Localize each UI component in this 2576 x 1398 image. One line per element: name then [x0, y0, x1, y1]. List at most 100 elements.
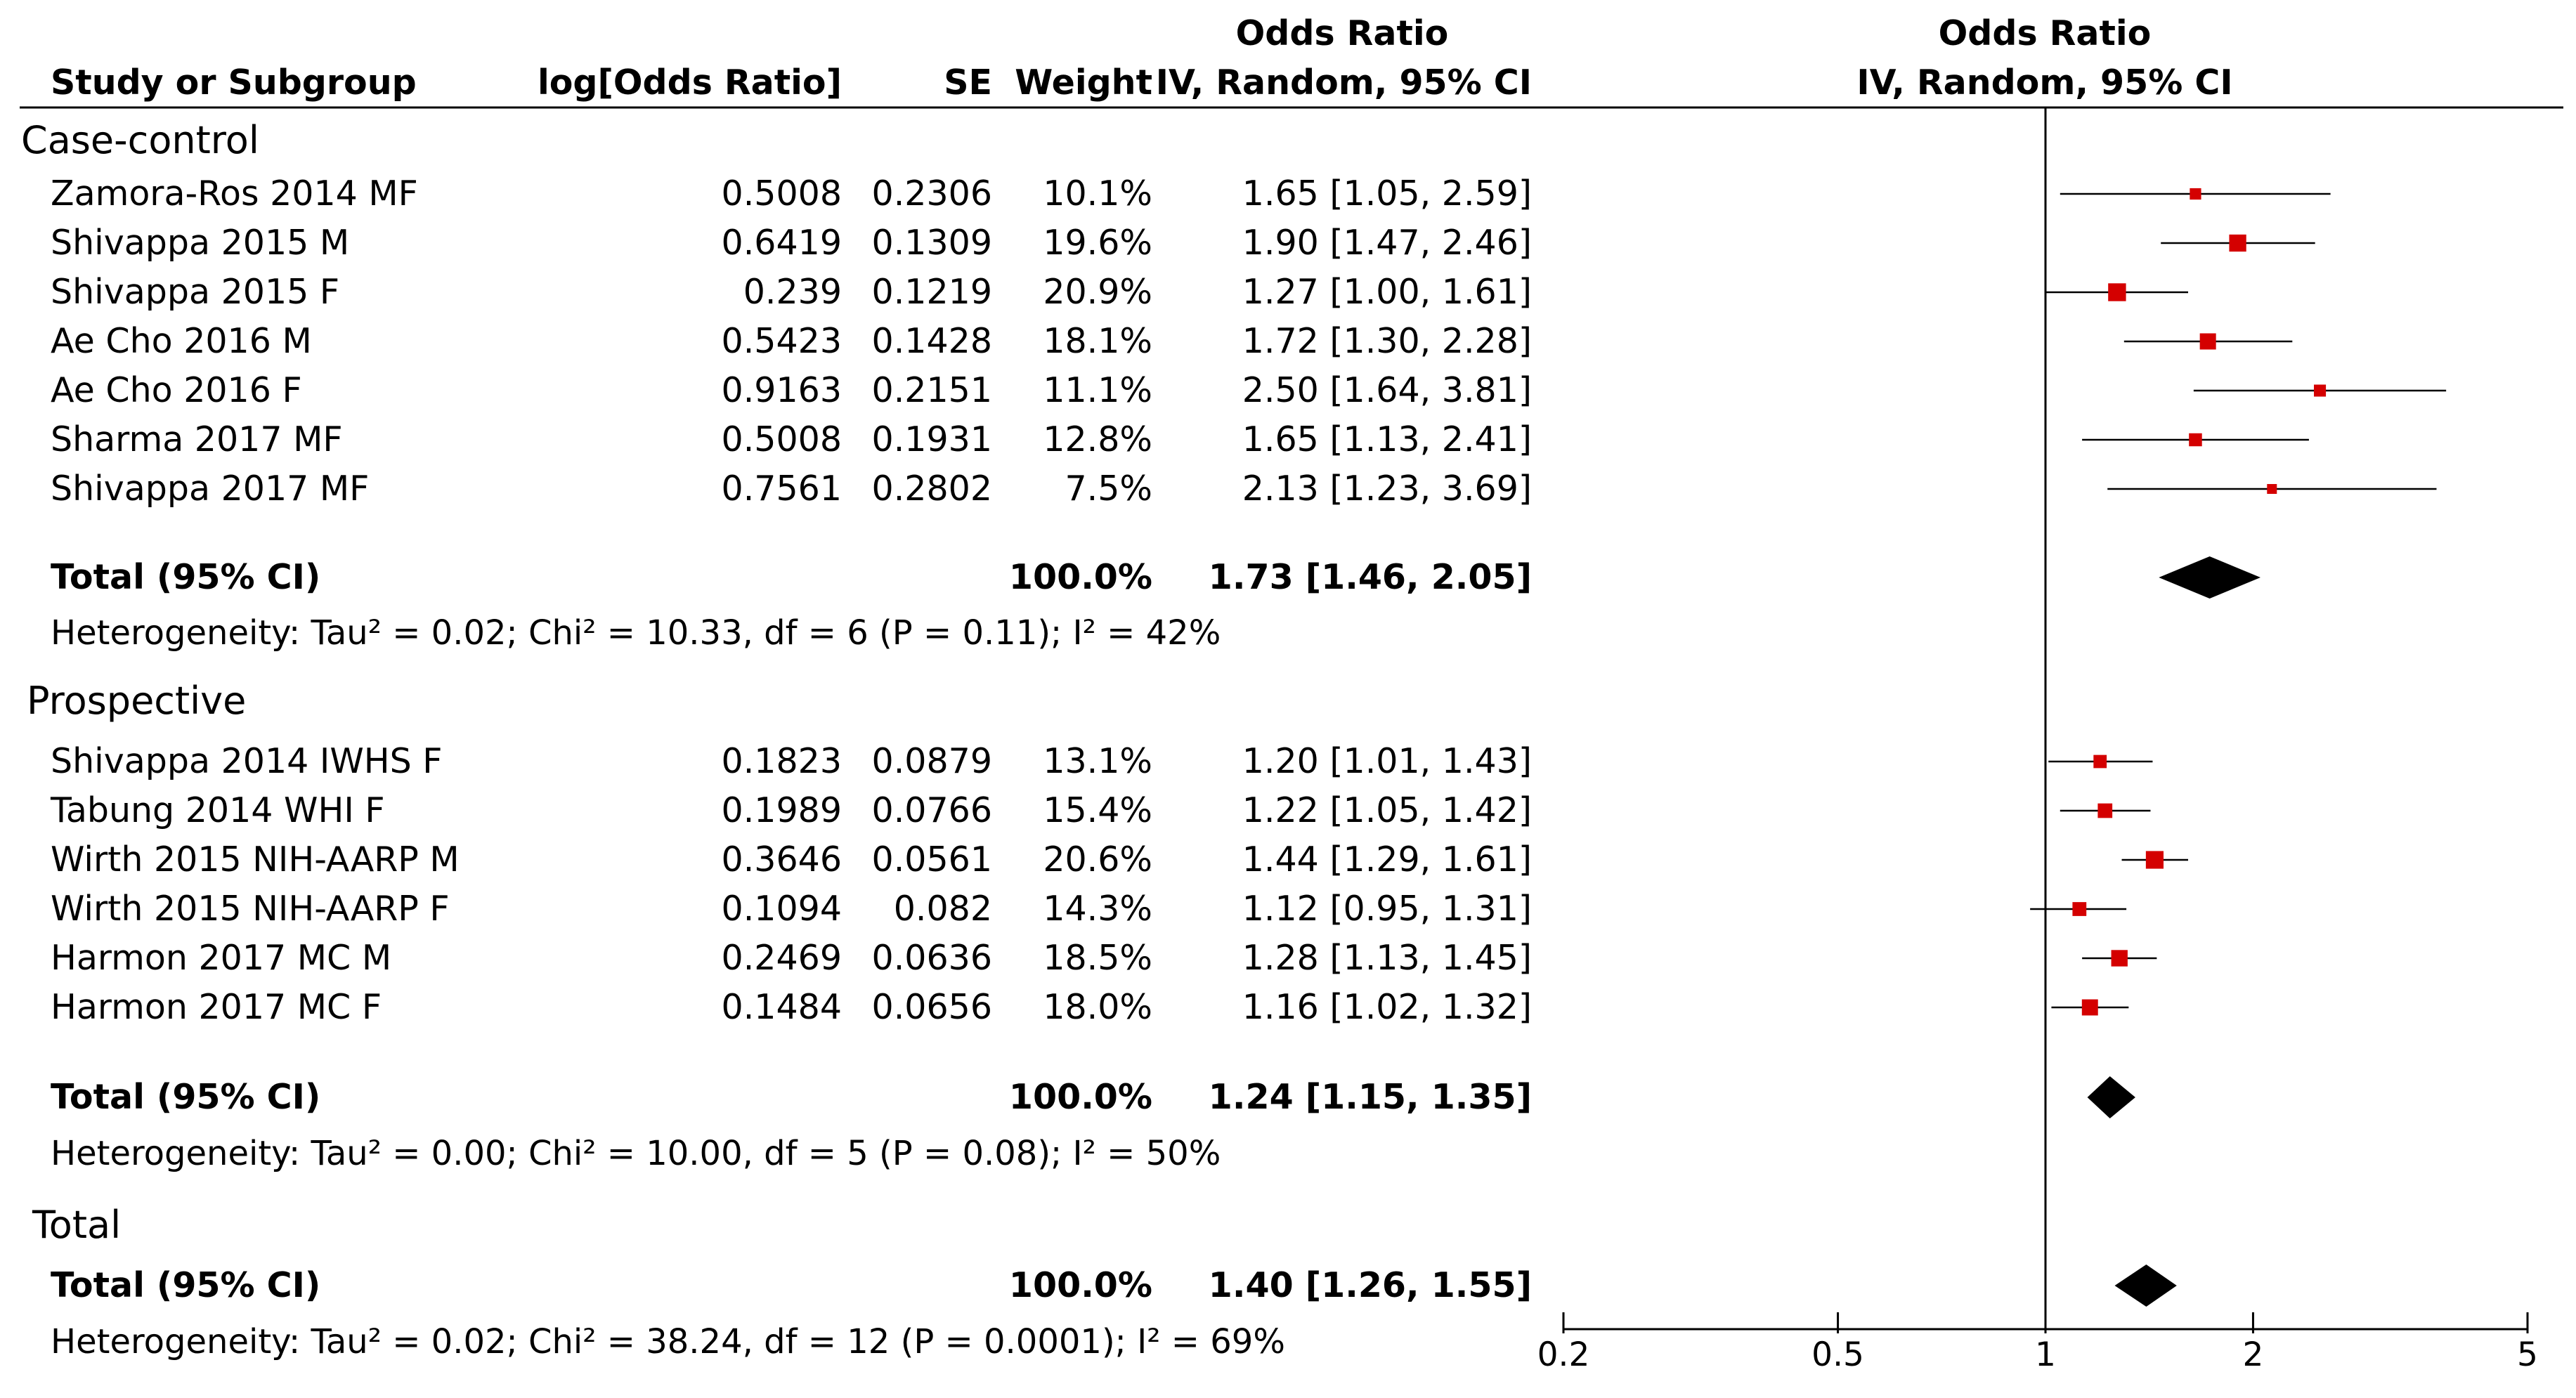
- se-value: 0.0766: [872, 790, 992, 830]
- weight-value: 7.5%: [1065, 469, 1153, 509]
- effect-marker: [2189, 433, 2202, 447]
- plot-marks: [2030, 107, 2447, 1321]
- weight-value: 11.1%: [1043, 370, 1152, 410]
- odds-ratio-ci: 2.13 [1.23, 3.69]: [1242, 469, 1532, 509]
- effect-marker: [2093, 754, 2107, 769]
- study-name: Shivappa 2015 M: [51, 223, 349, 263]
- subtotal-label: Total (95% CI): [51, 557, 320, 597]
- se-value: 0.2151: [872, 370, 992, 410]
- weight-value: 15.4%: [1043, 790, 1152, 830]
- heterogeneity-text: Heterogeneity: Tau² = 0.02; Chi² = 38.24…: [51, 1322, 1285, 1361]
- weight-value: 19.6%: [1043, 223, 1152, 263]
- subtotal-diamond: [2087, 1076, 2135, 1118]
- study-name: Shivappa 2014 IWHS F: [51, 741, 443, 781]
- header-log-odds-ratio: log[Odds Ratio]: [538, 63, 842, 103]
- log-odds-ratio-value: 0.9163: [722, 370, 842, 410]
- se-value: 0.1309: [872, 223, 992, 263]
- effect-marker: [2072, 902, 2087, 916]
- overall-total-label: Total (95% CI): [51, 1265, 320, 1305]
- overall-total-ci: 1.40 [1.26, 1.55]: [1209, 1265, 1532, 1305]
- odds-ratio-ci: 1.72 [1.30, 2.28]: [1242, 321, 1532, 361]
- odds-ratio-ci: 1.28 [1.13, 1.45]: [1242, 938, 1532, 978]
- heterogeneity-text: Heterogeneity: Tau² = 0.00; Chi² = 10.00…: [51, 1134, 1221, 1173]
- se-value: 0.1931: [872, 419, 992, 459]
- plot-header-method: IV, Random, 95% CI: [1856, 63, 2232, 103]
- weight-value: 18.5%: [1043, 938, 1152, 978]
- x-tick-label: 5: [2517, 1335, 2538, 1374]
- log-odds-ratio-value: 0.1989: [722, 790, 842, 830]
- weight-value: 18.0%: [1043, 987, 1152, 1027]
- log-odds-ratio-value: 0.1484: [722, 987, 842, 1027]
- study-name: Harmon 2017 MC M: [51, 938, 391, 978]
- heterogeneity-text: Heterogeneity: Tau² = 0.02; Chi² = 10.33…: [51, 613, 1221, 653]
- odds-ratio-ci: 1.20 [1.01, 1.43]: [1242, 741, 1532, 781]
- table-header: Study or Subgroup log[Odds Ratio] SE Wei…: [51, 13, 2233, 103]
- effect-marker: [2267, 484, 2277, 494]
- odds-ratio-ci: 1.44 [1.29, 1.61]: [1242, 840, 1532, 880]
- odds-ratio-ci: 1.22 [1.05, 1.42]: [1242, 790, 1532, 830]
- effect-marker: [2097, 803, 2113, 818]
- header-odds-ratio-method: IV, Random, 95% CI: [1156, 63, 1532, 103]
- effect-marker: [2190, 188, 2201, 200]
- overall-section-title: Total: [32, 1203, 121, 1247]
- effect-marker: [2199, 333, 2216, 350]
- weight-value: 14.3%: [1043, 889, 1152, 929]
- subgroup-prospective-rows: Shivappa 2014 IWHS F 0.1823 0.0879 13.1%…: [50, 741, 1532, 1027]
- x-tick-label: 0.5: [1811, 1335, 1864, 1374]
- header-study: Study or Subgroup: [51, 63, 417, 103]
- weight-value: 20.6%: [1043, 840, 1152, 880]
- study-name: Sharma 2017 MF: [51, 419, 343, 459]
- log-odds-ratio-value: 0.6419: [722, 223, 842, 263]
- odds-ratio-ci: 1.12 [0.95, 1.31]: [1242, 889, 1532, 929]
- subgroup-case-control-rows: Zamora-Ros 2014 MF 0.5008 0.2306 10.1% 1…: [51, 174, 1532, 509]
- effect-marker: [2229, 234, 2246, 252]
- study-name: Wirth 2015 NIH-AARP F: [51, 889, 450, 929]
- log-odds-ratio-value: 0.3646: [722, 840, 842, 880]
- x-tick-label: 0.2: [1537, 1335, 1590, 1374]
- se-value: 0.0879: [872, 741, 992, 781]
- odds-ratio-ci: 1.65 [1.13, 2.41]: [1242, 419, 1532, 459]
- se-value: 0.0636: [872, 938, 992, 978]
- subtotal-weight: 100.0%: [1009, 1077, 1152, 1117]
- se-value: 0.1219: [872, 272, 992, 312]
- effect-marker: [2081, 999, 2098, 1016]
- se-value: 0.0656: [872, 987, 992, 1027]
- overall-diamond: [2114, 1265, 2177, 1307]
- plot-x-axis: 0.2 0.5 1 2 5: [1537, 1312, 2538, 1374]
- log-odds-ratio-value: 0.239: [743, 272, 842, 312]
- subgroup-title: Case-control: [21, 118, 259, 162]
- study-name: Shivappa 2015 F: [51, 272, 339, 312]
- study-name: Tabung 2014 WHI F: [50, 790, 385, 830]
- log-odds-ratio-value: 0.5008: [722, 419, 842, 459]
- study-name: Shivappa 2017 MF: [51, 469, 369, 509]
- study-name: Ae Cho 2016 M: [51, 321, 312, 361]
- effect-marker: [2111, 950, 2128, 967]
- log-odds-ratio-value: 0.1823: [722, 741, 842, 781]
- weight-value: 18.1%: [1043, 321, 1152, 361]
- subtotal-label: Total (95% CI): [51, 1077, 320, 1117]
- log-odds-ratio-value: 0.7561: [722, 469, 842, 509]
- study-name: Wirth 2015 NIH-AARP M: [51, 840, 460, 880]
- weight-value: 10.1%: [1043, 174, 1152, 214]
- weight-value: 12.8%: [1043, 419, 1152, 459]
- header-weight: Weight: [1015, 63, 1152, 103]
- subgroup-title: Prospective: [27, 679, 246, 723]
- header-odds-ratio: Odds Ratio: [1236, 13, 1449, 53]
- log-odds-ratio-value: 0.1094: [722, 889, 842, 929]
- log-odds-ratio-value: 0.2469: [722, 938, 842, 978]
- se-value: 0.2802: [872, 469, 992, 509]
- se-value: 0.2306: [872, 174, 992, 214]
- study-name: Ae Cho 2016 F: [51, 370, 302, 410]
- odds-ratio-ci: 1.65 [1.05, 2.59]: [1242, 174, 1532, 214]
- effect-marker: [2145, 851, 2164, 869]
- x-tick-label: 2: [2242, 1335, 2263, 1374]
- subtotal-weight: 100.0%: [1009, 557, 1152, 597]
- odds-ratio-ci: 1.16 [1.02, 1.32]: [1242, 987, 1532, 1027]
- header-se: SE: [944, 63, 992, 103]
- weight-value: 20.9%: [1043, 272, 1152, 312]
- effect-marker: [2314, 384, 2327, 397]
- odds-ratio-ci: 2.50 [1.64, 3.81]: [1242, 370, 1532, 410]
- se-value: 0.0561: [872, 840, 992, 880]
- log-odds-ratio-value: 0.5008: [722, 174, 842, 214]
